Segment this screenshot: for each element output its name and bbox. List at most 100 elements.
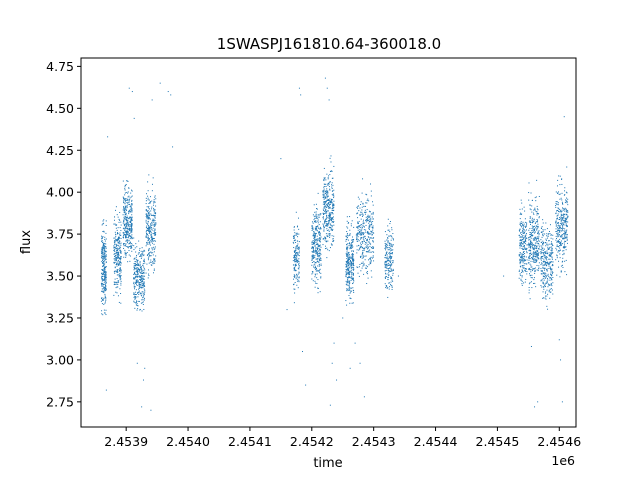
data-point xyxy=(529,227,531,229)
data-point xyxy=(348,280,350,282)
data-point xyxy=(542,233,544,235)
data-point xyxy=(133,249,135,251)
data-point xyxy=(136,303,138,305)
data-point xyxy=(538,248,540,250)
data-point xyxy=(364,237,366,239)
data-point xyxy=(115,236,117,238)
data-point xyxy=(530,241,532,243)
data-point xyxy=(537,221,539,223)
data-point xyxy=(548,276,550,278)
data-point xyxy=(102,314,104,316)
data-point xyxy=(336,379,338,381)
data-point xyxy=(103,291,105,293)
data-point xyxy=(369,263,371,265)
data-point xyxy=(148,230,150,232)
data-point xyxy=(295,253,297,255)
data-point xyxy=(149,202,151,204)
data-point xyxy=(560,223,562,224)
data-point xyxy=(113,262,115,264)
data-point xyxy=(541,231,543,233)
data-point xyxy=(529,241,531,243)
data-point xyxy=(146,214,148,216)
data-point xyxy=(565,222,567,224)
data-point xyxy=(141,270,143,272)
data-point xyxy=(369,217,371,219)
data-point xyxy=(529,267,531,269)
data-point xyxy=(331,194,333,196)
data-point xyxy=(326,188,328,190)
data-point xyxy=(131,228,133,230)
data-point xyxy=(350,268,352,270)
data-point xyxy=(548,263,550,265)
data-point xyxy=(329,233,331,235)
data-point xyxy=(102,291,104,293)
data-point xyxy=(314,276,316,278)
data-point xyxy=(127,222,129,224)
data-point xyxy=(536,208,538,210)
data-point xyxy=(552,282,554,284)
data-point xyxy=(143,260,145,262)
data-point xyxy=(143,278,145,280)
data-point xyxy=(347,254,349,256)
data-point xyxy=(549,246,551,248)
data-point xyxy=(350,269,352,271)
data-point xyxy=(103,230,105,232)
data-point xyxy=(105,289,107,291)
data-point xyxy=(543,275,545,277)
data-point xyxy=(318,227,320,229)
data-point xyxy=(371,224,372,226)
data-point xyxy=(538,233,540,235)
data-point xyxy=(360,237,362,239)
data-point xyxy=(101,313,103,315)
data-point xyxy=(318,214,320,216)
data-point xyxy=(550,253,552,255)
data-point xyxy=(368,236,370,238)
data-point xyxy=(320,238,322,240)
data-point xyxy=(352,250,354,252)
data-point xyxy=(102,248,104,250)
data-point xyxy=(364,211,366,213)
data-point xyxy=(137,300,139,302)
data-point xyxy=(147,214,149,216)
data-point xyxy=(119,276,121,278)
data-point xyxy=(142,283,144,285)
data-point xyxy=(314,257,316,259)
data-point xyxy=(118,261,120,263)
data-point xyxy=(346,264,348,266)
data-point xyxy=(313,256,315,258)
data-point xyxy=(520,245,522,247)
data-point xyxy=(103,248,105,250)
data-point xyxy=(295,273,297,275)
data-point xyxy=(351,277,353,279)
data-point xyxy=(534,245,536,247)
data-point xyxy=(325,202,327,204)
data-point xyxy=(142,296,144,298)
data-point xyxy=(130,220,132,222)
data-point xyxy=(521,236,523,238)
data-point xyxy=(311,261,313,263)
data-point xyxy=(315,211,317,213)
data-point xyxy=(556,201,558,203)
data-point xyxy=(523,282,525,284)
data-point xyxy=(135,256,137,258)
data-point xyxy=(349,276,351,278)
data-point xyxy=(315,250,317,252)
data-point xyxy=(372,221,374,223)
data-point xyxy=(559,253,561,255)
data-point xyxy=(561,261,563,263)
data-point xyxy=(360,237,362,239)
data-point xyxy=(152,252,154,254)
data-point xyxy=(101,260,103,262)
data-point xyxy=(136,309,138,311)
data-point xyxy=(148,174,150,176)
data-point xyxy=(558,211,560,213)
data-point xyxy=(137,292,139,294)
data-point xyxy=(359,214,361,216)
data-point xyxy=(116,257,118,259)
data-point xyxy=(327,199,329,201)
x-tick-label: 2.4540 xyxy=(166,434,210,449)
data-point xyxy=(293,250,295,252)
data-point xyxy=(120,302,122,304)
data-point xyxy=(293,247,295,249)
data-point xyxy=(546,250,548,252)
